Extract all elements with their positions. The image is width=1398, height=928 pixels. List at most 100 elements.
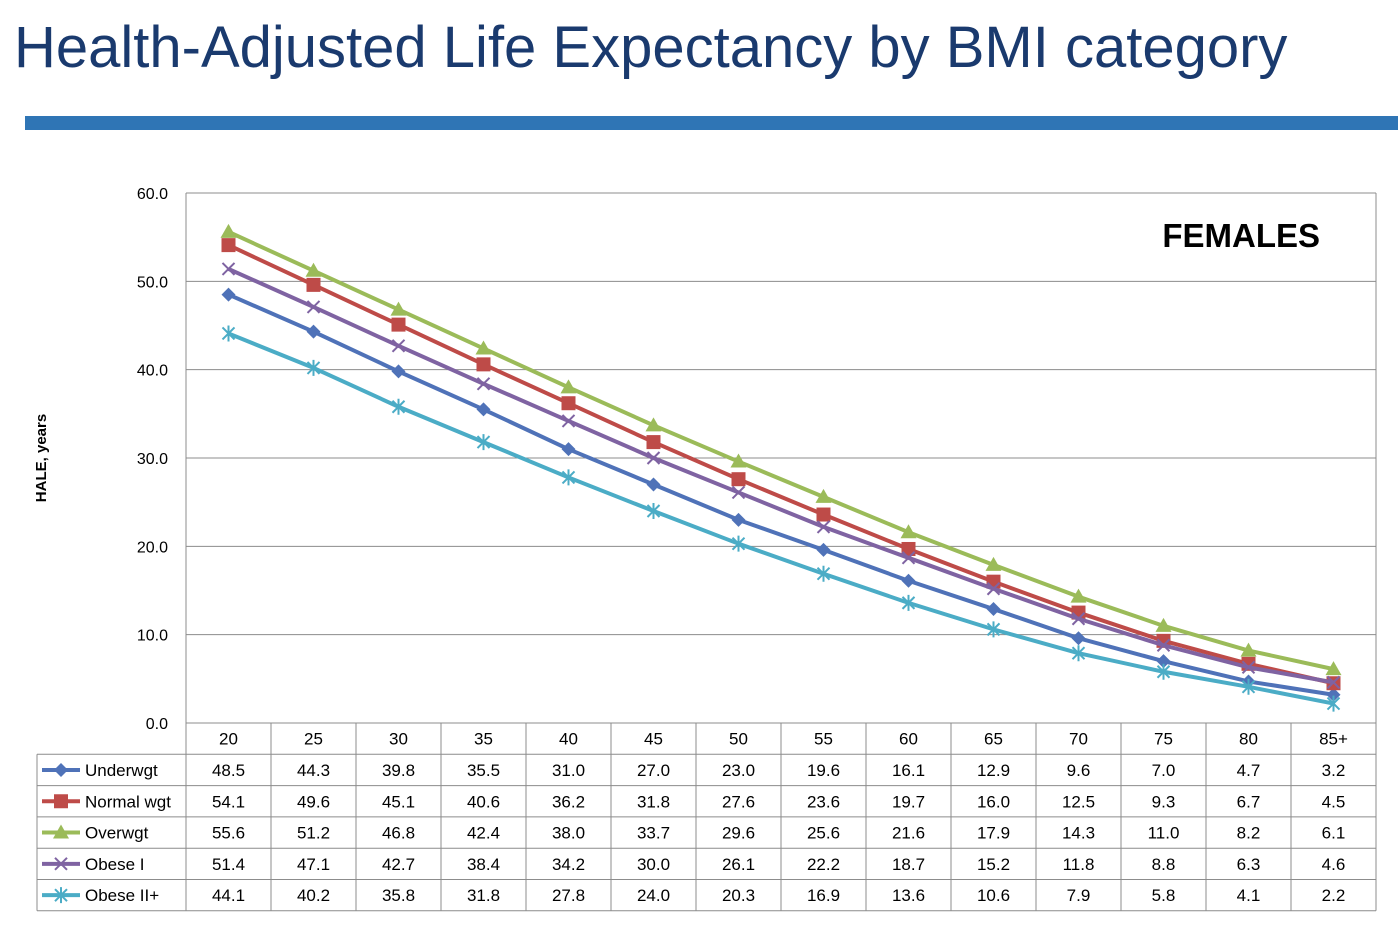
data-label: 29.6 — [722, 824, 755, 843]
data-label: 21.6 — [892, 824, 925, 843]
data-point — [646, 435, 661, 450]
series-line-0 — [227, 292, 1334, 697]
data-label: 54.1 — [212, 792, 245, 811]
y-tick-label: 10.0 — [137, 628, 168, 645]
data-point — [221, 287, 236, 302]
data-label: 46.8 — [382, 824, 415, 843]
legend-label-1: Normal wgt — [85, 792, 171, 811]
x-tick-label: 40 — [559, 730, 578, 749]
data-label: 4.7 — [1237, 761, 1261, 780]
data-point — [221, 262, 236, 276]
data-label: 36.2 — [552, 792, 585, 811]
data-label: 12.5 — [1062, 792, 1095, 811]
legend-marker-0 — [54, 762, 68, 777]
data-label: 12.9 — [977, 761, 1010, 780]
data-label: 8.2 — [1237, 824, 1261, 843]
data-label: 24.0 — [637, 886, 670, 905]
data-label: 35.5 — [467, 761, 500, 780]
data-point — [1156, 654, 1171, 669]
series-line-3 — [227, 267, 1334, 685]
data-point — [306, 300, 321, 314]
data-point — [391, 339, 406, 353]
data-label: 6.3 — [1237, 855, 1261, 874]
data-point — [306, 359, 321, 376]
data-point — [731, 535, 746, 552]
data-label: 47.1 — [297, 855, 330, 874]
data-point — [306, 324, 321, 339]
data-point — [561, 414, 576, 428]
data-point — [1155, 617, 1172, 632]
data-point — [561, 469, 576, 486]
data-label: 55.6 — [212, 824, 245, 843]
data-label: 4.1 — [1237, 886, 1261, 905]
data-label: 34.2 — [552, 855, 585, 874]
data-label: 16.9 — [807, 886, 840, 905]
data-label: 4.6 — [1322, 855, 1346, 874]
y-axis-label: HALE, years — [33, 414, 50, 502]
data-label: 7.9 — [1067, 886, 1091, 905]
x-tick-label: 60 — [899, 730, 918, 749]
data-label: 51.4 — [212, 855, 245, 874]
legend-label-0: Underwgt — [85, 761, 158, 780]
data-point — [985, 556, 1002, 571]
data-point — [901, 594, 916, 611]
data-point — [221, 238, 236, 253]
title-rule — [25, 116, 1398, 130]
data-point — [476, 357, 491, 372]
data-label: 49.6 — [297, 792, 330, 811]
data-point — [645, 417, 662, 432]
data-label: 26.1 — [722, 855, 755, 874]
data-label: 6.7 — [1237, 792, 1261, 811]
data-point — [986, 602, 1001, 617]
x-tick-label: 45 — [644, 730, 663, 749]
legend-marker-1 — [54, 794, 68, 809]
data-point — [476, 434, 491, 451]
x-tick-label: 50 — [729, 730, 748, 749]
data-label: 15.2 — [977, 855, 1010, 874]
data-label: 9.3 — [1152, 792, 1176, 811]
data-point — [731, 472, 746, 487]
data-point — [1325, 661, 1342, 676]
data-point — [306, 277, 321, 292]
legend-label-2: Overwgt — [85, 824, 149, 843]
data-label: 13.6 — [892, 886, 925, 905]
data-label: 4.5 — [1322, 792, 1346, 811]
data-point — [391, 398, 406, 415]
data-point — [1070, 588, 1087, 603]
data-label: 2.2 — [1322, 886, 1346, 905]
data-point — [1071, 612, 1086, 626]
data-label: 8.8 — [1152, 855, 1176, 874]
data-point — [221, 325, 236, 342]
data-point — [901, 551, 916, 565]
y-tick-label: 30.0 — [137, 451, 168, 468]
data-point — [731, 485, 746, 500]
data-label: 14.3 — [1062, 824, 1095, 843]
data-point — [1326, 695, 1341, 712]
data-label: 44.3 — [297, 761, 330, 780]
data-label: 23.6 — [807, 792, 840, 811]
legend-marker-4 — [54, 887, 68, 904]
data-point — [561, 442, 576, 457]
data-point — [730, 453, 747, 468]
data-label: 19.6 — [807, 761, 840, 780]
data-label: 11.8 — [1063, 855, 1095, 874]
data-point — [816, 507, 831, 522]
data-point — [731, 512, 746, 527]
data-label: 35.8 — [382, 886, 415, 905]
data-point — [901, 541, 916, 556]
series-line-1 — [227, 243, 1334, 686]
data-label: 25.6 — [807, 824, 840, 843]
data-point — [1071, 645, 1086, 662]
x-tick-label: 70 — [1069, 730, 1088, 749]
data-point — [1156, 638, 1171, 652]
data-point — [1156, 663, 1171, 680]
data-point — [560, 379, 577, 394]
data-point — [1071, 631, 1086, 646]
data-point — [1240, 642, 1257, 657]
data-label: 48.5 — [212, 761, 245, 780]
data-point — [220, 223, 237, 238]
x-tick-label: 35 — [474, 730, 493, 749]
data-label: 22.2 — [807, 855, 840, 874]
x-tick-label: 65 — [984, 730, 1003, 749]
data-label: 23.0 — [722, 761, 755, 780]
